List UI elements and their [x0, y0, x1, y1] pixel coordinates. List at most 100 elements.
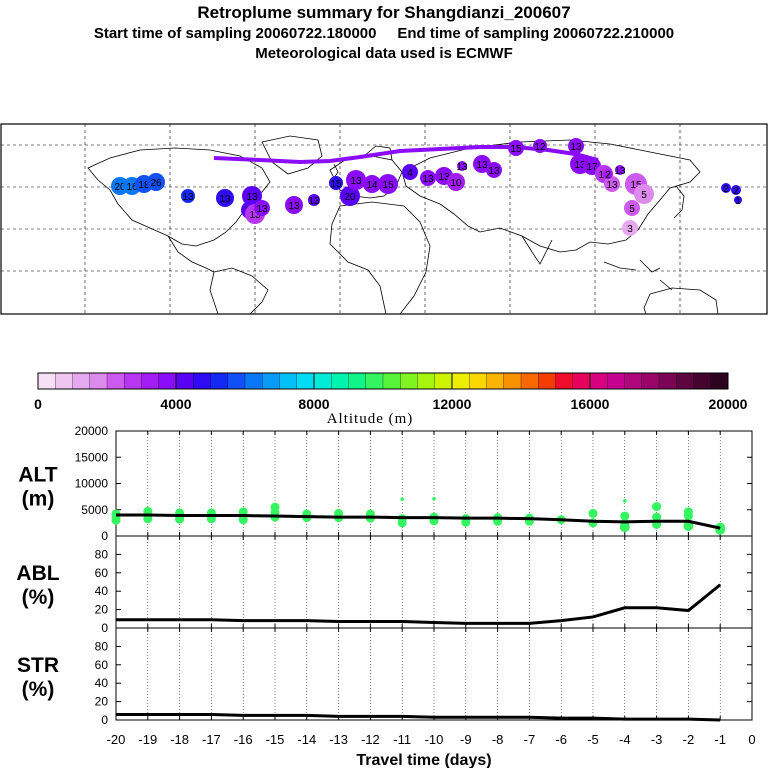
plume-marker-label: 13 [614, 166, 626, 177]
plume-marker [457, 161, 467, 171]
plume-marker-label: 13 [256, 204, 268, 215]
plume-marker-label: 13 [308, 196, 320, 207]
panel-alt: 0 5000 10000 15000 20000 ALT(m) [18, 424, 753, 543]
colorbar-swatch [434, 372, 453, 390]
colorbar-swatch [520, 372, 539, 390]
plume-marker-label: 12 [534, 142, 546, 153]
alt-scatter-point [652, 502, 662, 512]
alt-scatter-point [652, 512, 662, 522]
panel-ylabel-top: STR [17, 654, 59, 677]
x-tick-label: -20 [107, 732, 126, 747]
x-tick-label: -8 [492, 732, 504, 747]
plume-marker-label: 17 [586, 162, 598, 173]
panel-ylabel-bottom: (%) [22, 586, 55, 609]
alt-scatter-point [683, 511, 693, 521]
colorbar-swatch [503, 372, 522, 390]
colorbar-swatch [589, 372, 608, 390]
plume-marker-label: 13 [438, 172, 450, 183]
plume-marker [624, 200, 640, 216]
alt-scatter-point [397, 518, 407, 528]
y-tick-label: 40 [95, 676, 109, 690]
plume-marker [420, 170, 436, 186]
plume-marker-label: 13 [606, 180, 618, 191]
y-tick-label: 60 [95, 566, 109, 580]
plume-marker-label: 13 [219, 194, 231, 205]
x-tick-label: -9 [460, 732, 472, 747]
retroplume-markers: 2016182613131313131313131520131415413131… [111, 138, 742, 236]
colorbar-swatch [417, 372, 436, 390]
x-tick-label: -18 [170, 732, 189, 747]
x-tick-label: -3 [651, 732, 663, 747]
plume-marker-label: 13 [570, 142, 582, 153]
time-series-panels: 05000100001500020000ALT(m)020406080ABL(%… [16, 424, 755, 768]
plume-marker-label: 13 [476, 160, 488, 171]
alt-scatter-point [588, 508, 598, 518]
y-tick-label: 5000 [81, 503, 108, 517]
colorbar-swatch [607, 372, 625, 390]
colorbar-swatch [262, 372, 280, 390]
x-tick-label: -12 [361, 732, 380, 747]
y-tick-label: 10000 [75, 477, 109, 491]
plume-marker [731, 185, 741, 195]
plume-marker-label: 13 [574, 160, 586, 171]
plume-marker [622, 220, 638, 236]
colorbar-swatch [365, 372, 384, 390]
plume-marker-label: 13 [456, 162, 468, 173]
plume-marker [285, 196, 303, 214]
colorbar-swatch [141, 372, 160, 390]
plume-marker [254, 200, 270, 216]
colorbar-swatch [210, 372, 229, 390]
colorbar-swatch [89, 372, 108, 390]
x-tick-label: -11 [393, 732, 411, 747]
plume-marker [147, 173, 165, 191]
trajectory-track [213, 145, 599, 165]
plume-marker [604, 176, 620, 192]
colorbar-tick-label: 20000 [709, 396, 748, 412]
plume-marker-label: 15 [510, 144, 522, 155]
plume-marker-label: 5 [641, 190, 647, 201]
plume-marker [340, 186, 360, 206]
plume-marker-label: 13 [249, 210, 261, 221]
plume-marker [603, 169, 613, 179]
y-tick-label: 15000 [75, 450, 109, 464]
plume-marker-label: 5 [629, 204, 635, 215]
plume-marker [634, 184, 654, 204]
x-tick-label: -5 [587, 732, 599, 747]
x-tick-label: -2 [683, 732, 695, 747]
colorbar-tick-label: 12000 [433, 396, 472, 412]
x-tick-label: -19 [138, 732, 157, 747]
alt-scatter-point [461, 517, 471, 527]
panel-abl: 0 20 40 60 80 ABL(%) [16, 535, 753, 635]
y-tick-label: 0 [101, 621, 108, 635]
colorbar-swatch [676, 372, 694, 390]
plume-marker-label: 14 [366, 180, 378, 191]
colorbar-tick-label: 4000 [160, 396, 191, 412]
panel-ylabel-top: ABL [16, 562, 59, 585]
y-tick-label: 20 [95, 603, 109, 617]
plume-marker [346, 170, 366, 190]
alt-scatter-point [432, 496, 436, 501]
colorbar-swatch [641, 372, 660, 390]
y-tick-label: 80 [95, 639, 109, 653]
colorbar-swatch [486, 372, 505, 390]
plume-marker-label: 10 [450, 178, 462, 189]
plume-marker-label: 4 [407, 168, 413, 179]
colorbar-swatch [124, 372, 142, 390]
colorbar-swatch [37, 372, 56, 390]
colorbar-swatch [106, 372, 125, 390]
x-tick-label: -6 [555, 732, 567, 747]
colorbar-swatch [469, 372, 487, 390]
plume-marker [568, 138, 584, 154]
y-tick-label: 0 [101, 529, 108, 543]
plume-marker [533, 139, 547, 153]
panel-ylabel-bottom: (m) [22, 488, 55, 511]
alt-scatter-point [623, 499, 627, 503]
x-tick-label: -1 [714, 732, 726, 747]
plume-marker [216, 189, 234, 207]
panel-ylabel-top: ALT [18, 464, 57, 487]
colorbar-swatch [72, 372, 91, 390]
x-tick-label: -13 [329, 732, 348, 747]
plume-marker [329, 176, 343, 190]
colorbar-swatch [658, 372, 677, 390]
